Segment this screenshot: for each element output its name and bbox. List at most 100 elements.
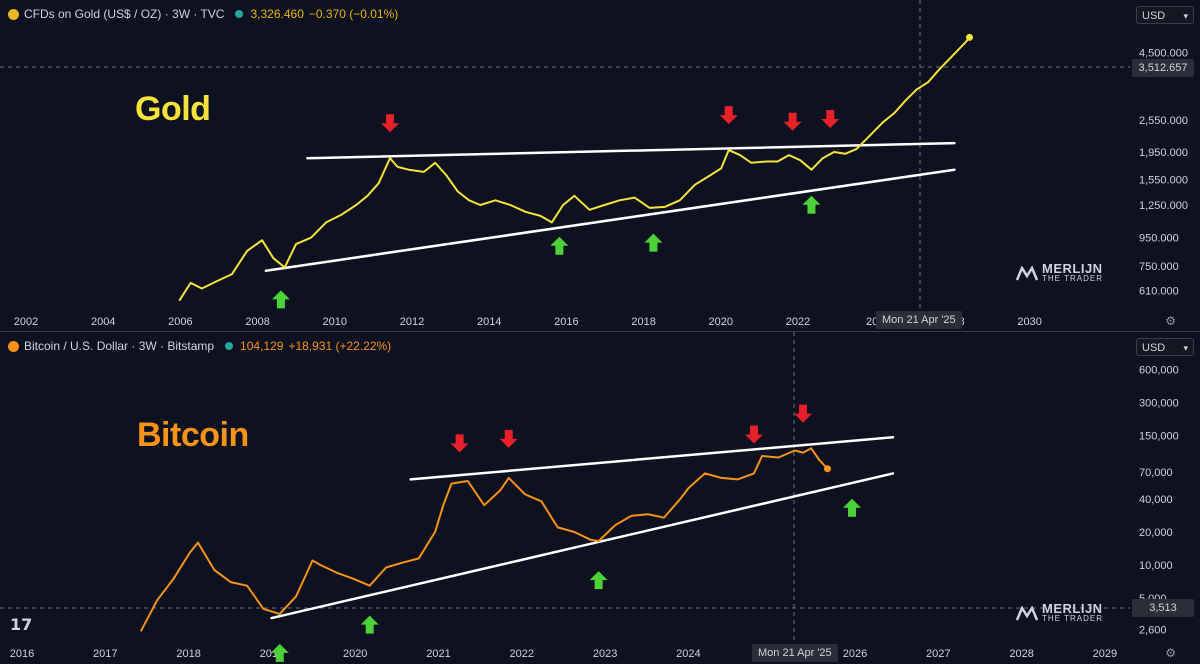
x-tick-label: 2021: [426, 648, 450, 660]
watermark-sub: THE TRADER: [1042, 274, 1103, 283]
bitcoin-crosshair-date: Mon 21 Apr '25: [752, 644, 838, 662]
x-tick-label: 2022: [510, 648, 534, 660]
up-arrow-icon: [270, 643, 289, 662]
y-tick-label: 600,000: [1139, 364, 1179, 376]
y-tick-label: 20,000: [1139, 527, 1173, 539]
last-price-point: [824, 465, 832, 473]
x-tick-label: 2028: [1009, 648, 1033, 660]
x-tick-label: 2006: [168, 316, 192, 328]
status-dot-icon: [225, 342, 234, 350]
y-tick-label: 10,000: [1139, 560, 1173, 572]
x-tick-label: 2029: [1093, 648, 1117, 660]
gold-chart-panel[interactable]: 2002 2004 2006 2008 2010 2012 2014 2016 2018 2020…: [0, 0, 1200, 332]
x-tick-label: 2018: [631, 316, 655, 328]
bitcoin-currency-value: USD: [1142, 342, 1166, 354]
y-tick-label: 2,600: [1139, 624, 1167, 636]
y-tick-label: 150,000: [1139, 431, 1179, 443]
x-tick-label: 2002: [14, 316, 38, 328]
bitcoin-legend: Bitcoin / U.S. Dollar · 3W · Bitstamp 10…: [8, 339, 391, 353]
trendline-resistance: [306, 141, 956, 160]
x-tick-label: 2004: [91, 316, 115, 328]
trendline-resistance: [409, 436, 895, 481]
down-arrow-icon: [450, 434, 469, 453]
status-dot-icon: [235, 10, 244, 18]
y-tick-label: 70,000: [1139, 467, 1173, 479]
watermark-sub: THE TRADER: [1042, 614, 1103, 623]
y-tick-label: 610.000: [1139, 285, 1179, 297]
bitcoin-chart-canvas[interactable]: 2016201720182019202020212022202320242025…: [0, 332, 1200, 664]
down-arrow-icon: [381, 114, 400, 133]
merlijn-logo-icon: [1016, 266, 1038, 281]
y-tick-label: 4,500.000: [1139, 47, 1188, 59]
y-tick-label: 2,550.000: [1139, 115, 1188, 127]
tradingview-logo-icon[interactable]: 17: [10, 615, 33, 634]
x-tick-label: 2022: [786, 316, 810, 328]
gold-crosshair-price: 3,512.657: [1132, 59, 1194, 77]
gold-symbol-title[interactable]: CFDs on Gold (US$ / OZ) · 3W · TVC: [24, 7, 225, 21]
gear-icon[interactable]: ⚙: [1165, 314, 1176, 328]
last-price-point: [965, 33, 973, 41]
gold-currency-value: USD: [1142, 10, 1166, 22]
up-arrow-icon: [589, 571, 608, 590]
trendline-support: [270, 472, 895, 620]
bitcoin-currency-select[interactable]: USD ▾: [1136, 338, 1194, 356]
gear-icon[interactable]: ⚙: [1165, 646, 1176, 660]
y-tick-label: 1,250.000: [1139, 200, 1188, 212]
down-arrow-icon: [744, 425, 763, 444]
x-tick-label: 2023: [593, 648, 617, 660]
price-series-line: [178, 36, 971, 302]
gold-coin-icon: [8, 8, 19, 20]
x-tick-label: 2030: [1017, 316, 1041, 328]
y-tick-label: 1,950.000: [1139, 147, 1188, 159]
down-arrow-icon: [821, 110, 840, 129]
gold-change: −0.370 (−0.01%): [308, 7, 399, 21]
watermark-name: MERLIJN: [1042, 601, 1103, 616]
gold-crosshair-date: Mon 21 Apr '25: [876, 311, 962, 329]
gold-currency-select[interactable]: USD ▾: [1136, 6, 1194, 24]
x-tick-label: 2016: [10, 648, 34, 660]
bitcoin-chart-label: Bitcoin: [137, 416, 249, 454]
down-arrow-icon: [783, 112, 802, 131]
bitcoin-chart-panel[interactable]: 2016201720182019202020212022202320242025…: [0, 332, 1200, 664]
x-tick-label: 2027: [926, 648, 950, 660]
chevron-down-icon: ▾: [1183, 343, 1188, 353]
x-tick-label: 2012: [400, 316, 424, 328]
gold-chart-label: Gold: [135, 90, 211, 128]
chevron-down-icon: ▾: [1183, 11, 1188, 21]
price-series-line: [139, 447, 829, 632]
bitcoin-change: +18,931 (+22.22%): [288, 339, 392, 353]
bitcoin-watermark: MERLIJN THE TRADER: [1016, 601, 1103, 624]
up-arrow-icon: [550, 236, 569, 255]
x-tick-label: 2018: [176, 648, 200, 660]
down-arrow-icon: [793, 404, 812, 423]
gold-watermark: MERLIJN THE TRADER: [1016, 261, 1103, 284]
up-arrow-icon: [360, 615, 379, 634]
bitcoin-coin-icon: [8, 340, 19, 352]
y-tick-label: 950.000: [1139, 233, 1179, 245]
x-tick-label: 2014: [477, 316, 501, 328]
gold-legend: CFDs on Gold (US$ / OZ) · 3W · TVC 3,326…: [8, 7, 398, 21]
down-arrow-icon: [499, 429, 518, 448]
merlijn-logo-icon: [1016, 606, 1038, 621]
up-arrow-icon: [271, 290, 290, 309]
y-tick-label: 750.000: [1139, 261, 1179, 273]
x-tick-label: 2010: [323, 316, 347, 328]
bitcoin-price: 104,129: [240, 339, 284, 353]
y-tick-label: 40,000: [1139, 494, 1173, 506]
up-arrow-icon: [644, 233, 663, 252]
y-tick-label: 1,550.000: [1139, 174, 1188, 186]
y-tick-label: 300,000: [1139, 397, 1179, 409]
up-arrow-icon: [843, 498, 862, 517]
bitcoin-symbol-title[interactable]: Bitcoin / U.S. Dollar · 3W · Bitstamp: [24, 339, 215, 353]
watermark-name: MERLIJN: [1042, 261, 1103, 276]
gold-chart-canvas[interactable]: 2002 2004 2006 2008 2010 2012 2014 2016 2018 2020…: [0, 0, 1200, 332]
x-tick-label: 2026: [843, 648, 867, 660]
bitcoin-crosshair-price: 3,513: [1132, 599, 1194, 617]
x-tick-label: 2016: [554, 316, 578, 328]
trendline-support: [264, 168, 956, 272]
down-arrow-icon: [719, 106, 738, 125]
gold-price: 3,326.460: [250, 7, 304, 21]
x-tick-label: 2020: [343, 648, 367, 660]
x-tick-label: 2017: [93, 648, 117, 660]
up-arrow-icon: [802, 195, 821, 214]
